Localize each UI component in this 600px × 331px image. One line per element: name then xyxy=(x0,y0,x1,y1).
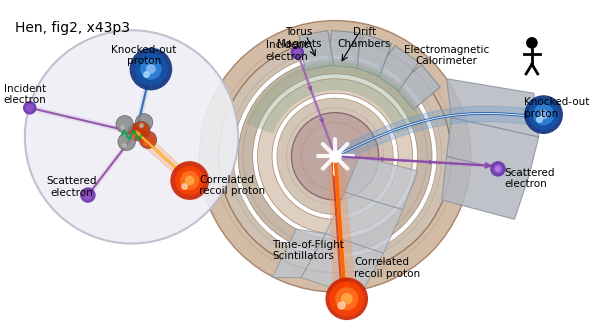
Circle shape xyxy=(25,30,238,244)
Wedge shape xyxy=(238,59,432,253)
Circle shape xyxy=(139,131,157,149)
Circle shape xyxy=(526,37,538,49)
Polygon shape xyxy=(446,118,539,176)
Circle shape xyxy=(490,161,506,177)
Text: Electromagnetic
Calorimeter: Electromagnetic Calorimeter xyxy=(404,45,489,67)
Text: Torus
Magnets: Torus Magnets xyxy=(277,27,322,49)
Circle shape xyxy=(116,116,133,133)
Circle shape xyxy=(329,281,364,316)
Text: Correlated
recoil proton: Correlated recoil proton xyxy=(355,257,421,279)
Text: Knocked-out
proton: Knocked-out proton xyxy=(524,97,590,118)
Circle shape xyxy=(292,113,379,200)
Polygon shape xyxy=(328,30,361,68)
Circle shape xyxy=(26,104,34,112)
Text: Correlated
recoil proton: Correlated recoil proton xyxy=(199,174,265,196)
Text: Knocked-out
proton: Knocked-out proton xyxy=(112,45,177,67)
Text: Scattered
electron: Scattered electron xyxy=(505,168,555,189)
Wedge shape xyxy=(219,40,451,273)
Text: Drift
Chambers: Drift Chambers xyxy=(337,27,391,49)
Text: Incident
electron: Incident electron xyxy=(4,83,46,105)
Circle shape xyxy=(175,166,204,195)
Polygon shape xyxy=(272,229,325,277)
Polygon shape xyxy=(301,234,383,297)
Circle shape xyxy=(134,53,167,85)
Circle shape xyxy=(130,48,172,90)
Circle shape xyxy=(290,46,304,59)
Circle shape xyxy=(533,104,554,125)
Circle shape xyxy=(146,64,156,74)
Circle shape xyxy=(170,161,209,200)
Polygon shape xyxy=(375,45,419,91)
Polygon shape xyxy=(446,79,539,137)
Circle shape xyxy=(325,277,368,320)
Circle shape xyxy=(335,287,358,310)
Circle shape xyxy=(528,99,559,130)
Text: Scattered
electron: Scattered electron xyxy=(46,176,97,198)
Text: Hen, fig2, x43p3: Hen, fig2, x43p3 xyxy=(15,21,130,34)
Polygon shape xyxy=(352,34,392,76)
Wedge shape xyxy=(199,21,471,292)
Circle shape xyxy=(128,123,145,141)
Circle shape xyxy=(23,101,37,115)
Circle shape xyxy=(493,164,503,174)
Circle shape xyxy=(80,187,95,203)
Polygon shape xyxy=(325,192,403,253)
Circle shape xyxy=(180,171,199,190)
Circle shape xyxy=(118,133,136,151)
Wedge shape xyxy=(257,79,413,234)
Text: Incident
electron: Incident electron xyxy=(265,40,308,62)
Text: Time-of-Flight
Scintillators: Time-of-Flight Scintillators xyxy=(272,240,344,261)
Wedge shape xyxy=(277,98,393,214)
Circle shape xyxy=(83,190,93,200)
Circle shape xyxy=(495,166,501,172)
Circle shape xyxy=(293,49,301,56)
Polygon shape xyxy=(395,65,440,110)
Polygon shape xyxy=(299,30,334,70)
Wedge shape xyxy=(246,61,424,134)
Circle shape xyxy=(341,293,353,305)
Polygon shape xyxy=(442,156,529,219)
Circle shape xyxy=(140,58,161,80)
Polygon shape xyxy=(345,156,418,210)
Polygon shape xyxy=(328,156,356,292)
Circle shape xyxy=(136,114,153,131)
Circle shape xyxy=(539,110,548,119)
Circle shape xyxy=(133,121,150,139)
Circle shape xyxy=(524,95,563,134)
Circle shape xyxy=(185,176,194,185)
